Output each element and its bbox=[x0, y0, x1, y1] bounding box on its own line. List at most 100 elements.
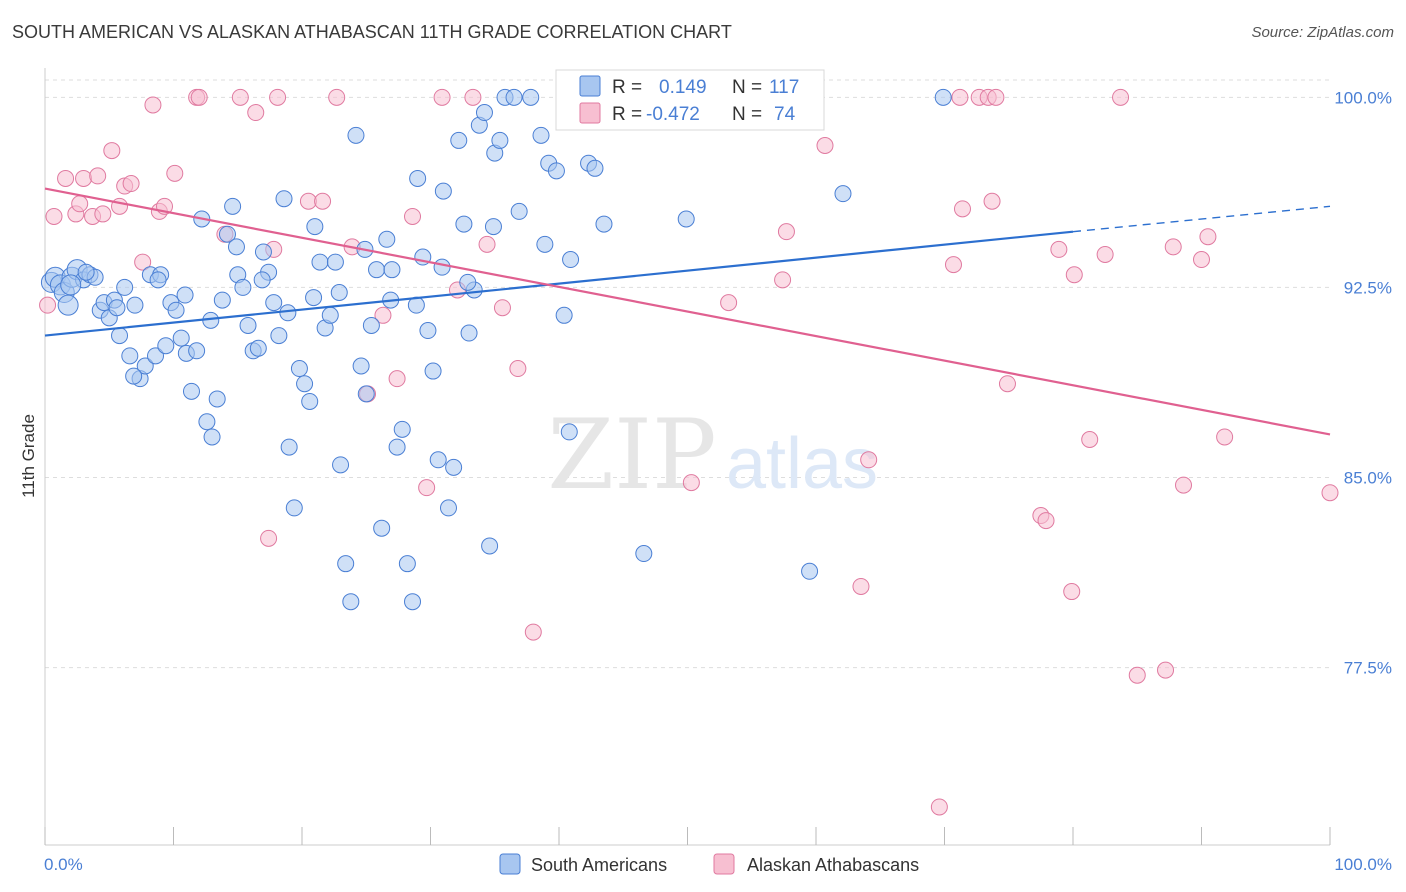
point-south-american-60 bbox=[347, 126, 365, 144]
bottom-legend-label-alaskan-athabascans: Alaskan Athabascans bbox=[747, 855, 919, 875]
point-alaskan-68 bbox=[1164, 238, 1182, 256]
point-south-american-44 bbox=[265, 294, 283, 312]
point-south-american-23 bbox=[157, 337, 175, 355]
point-south-american-92 bbox=[532, 126, 550, 144]
point-alaskan-71 bbox=[1199, 228, 1217, 246]
point-south-american-80 bbox=[450, 131, 468, 149]
point-south-american-126 bbox=[562, 251, 580, 269]
point-alaskan-65 bbox=[1112, 88, 1130, 106]
point-south-american-17 bbox=[126, 296, 144, 314]
point-alaskan-31 bbox=[374, 306, 392, 324]
legend-r-label-1: R = bbox=[612, 77, 642, 98]
point-south-american-51 bbox=[301, 392, 319, 410]
point-alaskan-9 bbox=[103, 142, 121, 160]
point-alaskan-50 bbox=[944, 256, 962, 274]
point-south-american-46 bbox=[275, 190, 293, 208]
point-alaskan-38 bbox=[478, 235, 496, 253]
point-south-american-82 bbox=[460, 324, 478, 342]
point-alaskan-67 bbox=[1157, 661, 1175, 679]
legend-r-value-1: 0.149 bbox=[659, 77, 707, 98]
chart-title: SOUTH AMERICAN VS ALASKAN ATHABASCAN 11T… bbox=[12, 22, 732, 42]
point-south-american-35 bbox=[218, 225, 236, 243]
point-alaskan-33 bbox=[404, 207, 422, 225]
point-south-american-38 bbox=[234, 278, 252, 296]
trend-line-south-americans-extension bbox=[1072, 205, 1331, 233]
point-alaskan-61 bbox=[1063, 583, 1081, 601]
point-alaskan-2 bbox=[57, 169, 75, 187]
point-south-american-104 bbox=[834, 185, 852, 203]
legend-n-value-2: 74 bbox=[774, 104, 796, 125]
point-alaskan-35 bbox=[433, 88, 451, 106]
point-alaskan-28 bbox=[328, 88, 346, 106]
point-south-american-62 bbox=[357, 385, 375, 403]
point-south-american-63 bbox=[362, 316, 380, 334]
point-south-american-76 bbox=[429, 451, 447, 469]
point-south-american-114 bbox=[253, 271, 271, 289]
point-south-american-34 bbox=[213, 291, 231, 309]
point-south-american-45 bbox=[270, 327, 288, 345]
point-south-american-70 bbox=[398, 555, 416, 573]
point-south-american-124 bbox=[510, 202, 528, 220]
point-alaskan-64 bbox=[1096, 245, 1114, 263]
point-alaskan-7 bbox=[89, 167, 107, 185]
point-alaskan-57 bbox=[998, 375, 1016, 393]
trend-line-south-americans bbox=[44, 230, 1074, 337]
point-alaskan-32 bbox=[388, 370, 406, 388]
x-axis-tick-labels: 0.0% 100.0% bbox=[44, 855, 1392, 874]
point-alaskan-0 bbox=[39, 296, 57, 314]
point-alaskan-47 bbox=[852, 577, 870, 595]
y-tick-label-0: 77.5% bbox=[1344, 659, 1392, 678]
point-south-american-117 bbox=[330, 283, 348, 301]
point-south-american-53 bbox=[311, 253, 329, 271]
point-south-american-57 bbox=[332, 456, 350, 474]
point-south-american-81 bbox=[455, 215, 473, 233]
legend-swatch-blue bbox=[579, 75, 601, 97]
point-alaskan-27 bbox=[314, 192, 332, 210]
point-south-american-36 bbox=[224, 197, 242, 215]
point-south-american-68 bbox=[388, 438, 406, 456]
point-alaskan-19 bbox=[190, 88, 208, 106]
point-alaskan-62 bbox=[1065, 266, 1083, 284]
bottom-legend-swatch-alaskan-athabascans bbox=[713, 853, 735, 875]
point-south-american-48 bbox=[285, 499, 303, 517]
point-south-american-59 bbox=[342, 593, 360, 611]
point-south-american-67 bbox=[383, 261, 401, 279]
x-axis-ticks bbox=[44, 827, 1331, 845]
point-south-american-122 bbox=[459, 273, 477, 291]
point-south-american-4 bbox=[57, 294, 79, 316]
point-alaskan-46 bbox=[816, 136, 834, 154]
y-axis-title: 11th Grade bbox=[19, 414, 38, 498]
point-south-american-85 bbox=[475, 104, 493, 122]
point-alaskan-55 bbox=[983, 192, 1001, 210]
watermark-zip: ZIP bbox=[547, 399, 716, 511]
point-south-american-50 bbox=[296, 375, 314, 393]
point-alaskan-69 bbox=[1175, 476, 1193, 494]
point-south-american-110 bbox=[149, 271, 167, 289]
point-south-american-32 bbox=[203, 428, 221, 446]
point-south-american-66 bbox=[378, 230, 396, 248]
legend-n-label-1: N = bbox=[732, 77, 762, 98]
point-alaskan-21 bbox=[231, 88, 249, 106]
legend-swatch-pink bbox=[579, 102, 601, 124]
point-south-american-56 bbox=[326, 253, 344, 271]
point-alaskan-25 bbox=[269, 88, 287, 106]
bottom-legend: South Americans Alaskan Athabascans bbox=[499, 853, 919, 875]
point-alaskan-37 bbox=[464, 88, 482, 106]
bottom-legend-label-south-americans: South Americans bbox=[531, 855, 667, 875]
point-south-american-100 bbox=[595, 215, 613, 233]
point-south-american-105 bbox=[934, 88, 952, 106]
point-south-american-77 bbox=[434, 182, 452, 200]
point-alaskan-70 bbox=[1193, 251, 1210, 269]
point-south-american-65 bbox=[373, 519, 391, 537]
point-alaskan-4 bbox=[71, 195, 89, 213]
point-alaskan-17 bbox=[166, 164, 184, 182]
point-south-american-52 bbox=[306, 218, 324, 236]
point-south-american-47 bbox=[280, 438, 298, 456]
grid-lines bbox=[45, 79, 1330, 669]
point-alaskan-43 bbox=[720, 294, 738, 312]
point-alaskan-49 bbox=[930, 798, 948, 816]
point-alaskan-45 bbox=[777, 223, 795, 241]
watermark-atlas: atlas bbox=[726, 424, 878, 504]
point-alaskan-63 bbox=[1081, 430, 1099, 448]
